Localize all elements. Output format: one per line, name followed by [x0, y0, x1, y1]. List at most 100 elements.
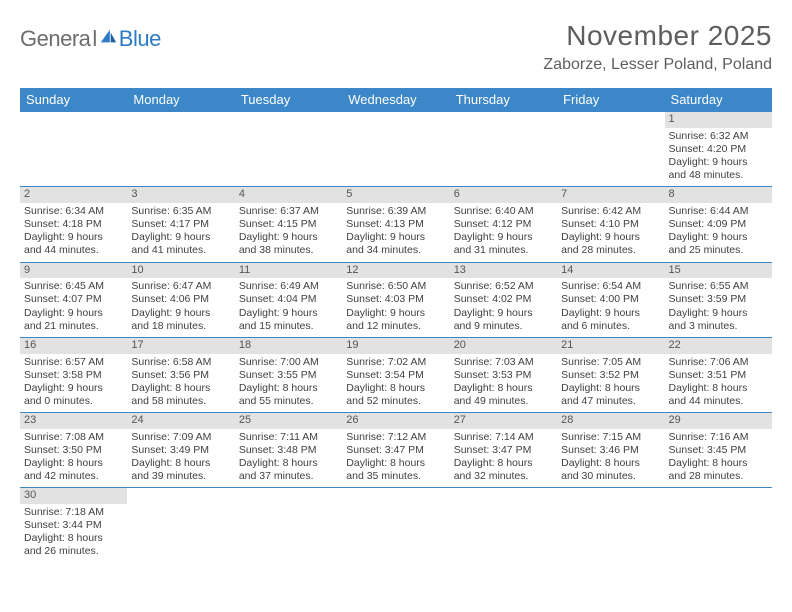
calendar-cell — [450, 112, 557, 186]
sunrise-text: Sunrise: 7:06 AM — [669, 356, 768, 369]
sunrise-text: Sunrise: 6:47 AM — [131, 280, 230, 293]
page-title: November 2025 — [543, 20, 772, 52]
day2-text: and 42 minutes. — [24, 470, 123, 483]
calendar-cell: 27Sunrise: 7:14 AMSunset: 3:47 PMDayligh… — [450, 413, 557, 487]
day-number: 18 — [235, 338, 342, 354]
day2-text: and 28 minutes. — [561, 244, 660, 257]
calendar-cell: 16Sunrise: 6:57 AMSunset: 3:58 PMDayligh… — [20, 338, 127, 412]
day-number — [20, 112, 127, 128]
sunrise-text: Sunrise: 6:35 AM — [131, 205, 230, 218]
calendar-cell — [235, 488, 342, 562]
day1-text: Daylight: 8 hours — [131, 457, 230, 470]
day2-text: and 28 minutes. — [669, 470, 768, 483]
day-number: 27 — [450, 413, 557, 429]
day-number: 26 — [342, 413, 449, 429]
dayname: Tuesday — [235, 88, 342, 112]
logo-text-3: Blue — [119, 26, 161, 52]
day-number: 21 — [557, 338, 664, 354]
sunset-text: Sunset: 4:17 PM — [131, 218, 230, 231]
dayname: Friday — [557, 88, 664, 112]
day2-text: and 35 minutes. — [346, 470, 445, 483]
day1-text: Daylight: 9 hours — [239, 231, 338, 244]
calendar-day-header: Sunday Monday Tuesday Wednesday Thursday… — [20, 88, 772, 112]
calendar-cell: 30Sunrise: 7:18 AMSunset: 3:44 PMDayligh… — [20, 488, 127, 562]
sunrise-text: Sunrise: 7:02 AM — [346, 356, 445, 369]
day-number: 1 — [665, 112, 772, 128]
day-number: 20 — [450, 338, 557, 354]
day1-text: Daylight: 9 hours — [131, 307, 230, 320]
day1-text: Daylight: 8 hours — [454, 382, 553, 395]
sunset-text: Sunset: 3:44 PM — [24, 519, 123, 532]
header: General Blue November 2025 Zaborze, Less… — [20, 20, 772, 74]
sunrise-text: Sunrise: 6:40 AM — [454, 205, 553, 218]
day-number — [342, 488, 449, 504]
sunset-text: Sunset: 3:47 PM — [346, 444, 445, 457]
sunset-text: Sunset: 4:07 PM — [24, 293, 123, 306]
sunset-text: Sunset: 4:09 PM — [669, 218, 768, 231]
sunrise-text: Sunrise: 7:00 AM — [239, 356, 338, 369]
calendar-cell: 13Sunrise: 6:52 AMSunset: 4:02 PMDayligh… — [450, 263, 557, 337]
day-number — [450, 112, 557, 128]
day1-text: Daylight: 9 hours — [454, 231, 553, 244]
day1-text: Daylight: 8 hours — [669, 382, 768, 395]
day2-text: and 38 minutes. — [239, 244, 338, 257]
calendar-cell: 21Sunrise: 7:05 AMSunset: 3:52 PMDayligh… — [557, 338, 664, 412]
day-number: 2 — [20, 187, 127, 203]
day1-text: Daylight: 8 hours — [239, 457, 338, 470]
calendar-cell: 23Sunrise: 7:08 AMSunset: 3:50 PMDayligh… — [20, 413, 127, 487]
sunset-text: Sunset: 4:00 PM — [561, 293, 660, 306]
day2-text: and 30 minutes. — [561, 470, 660, 483]
sunset-text: Sunset: 4:20 PM — [669, 143, 768, 156]
sunrise-text: Sunrise: 6:42 AM — [561, 205, 660, 218]
day-number: 13 — [450, 263, 557, 279]
calendar-cell: 2Sunrise: 6:34 AMSunset: 4:18 PMDaylight… — [20, 187, 127, 261]
sunrise-text: Sunrise: 7:11 AM — [239, 431, 338, 444]
sunset-text: Sunset: 4:15 PM — [239, 218, 338, 231]
sunset-text: Sunset: 3:45 PM — [669, 444, 768, 457]
sunrise-text: Sunrise: 6:58 AM — [131, 356, 230, 369]
calendar-cell: 19Sunrise: 7:02 AMSunset: 3:54 PMDayligh… — [342, 338, 449, 412]
day2-text: and 31 minutes. — [454, 244, 553, 257]
sunset-text: Sunset: 4:03 PM — [346, 293, 445, 306]
calendar-cell — [20, 112, 127, 186]
calendar-cell: 6Sunrise: 6:40 AMSunset: 4:12 PMDaylight… — [450, 187, 557, 261]
calendar-cell: 11Sunrise: 6:49 AMSunset: 4:04 PMDayligh… — [235, 263, 342, 337]
day2-text: and 58 minutes. — [131, 395, 230, 408]
sunset-text: Sunset: 4:10 PM — [561, 218, 660, 231]
day2-text: and 44 minutes. — [669, 395, 768, 408]
day-number — [342, 112, 449, 128]
day2-text: and 18 minutes. — [131, 320, 230, 333]
logo: General Blue — [20, 20, 161, 52]
sunset-text: Sunset: 3:46 PM — [561, 444, 660, 457]
day-number — [557, 112, 664, 128]
sunrise-text: Sunrise: 7:08 AM — [24, 431, 123, 444]
day1-text: Daylight: 9 hours — [669, 307, 768, 320]
day-number: 11 — [235, 263, 342, 279]
day-number: 19 — [342, 338, 449, 354]
sunset-text: Sunset: 3:52 PM — [561, 369, 660, 382]
day1-text: Daylight: 9 hours — [669, 156, 768, 169]
dayname: Thursday — [450, 88, 557, 112]
day-number: 14 — [557, 263, 664, 279]
day1-text: Daylight: 8 hours — [346, 382, 445, 395]
day-number: 28 — [557, 413, 664, 429]
day2-text: and 3 minutes. — [669, 320, 768, 333]
calendar-cell: 26Sunrise: 7:12 AMSunset: 3:47 PMDayligh… — [342, 413, 449, 487]
sunset-text: Sunset: 3:53 PM — [454, 369, 553, 382]
day1-text: Daylight: 8 hours — [561, 457, 660, 470]
day2-text: and 26 minutes. — [24, 545, 123, 558]
calendar-cell: 28Sunrise: 7:15 AMSunset: 3:46 PMDayligh… — [557, 413, 664, 487]
calendar-cell: 29Sunrise: 7:16 AMSunset: 3:45 PMDayligh… — [665, 413, 772, 487]
calendar-cell: 7Sunrise: 6:42 AMSunset: 4:10 PMDaylight… — [557, 187, 664, 261]
day1-text: Daylight: 9 hours — [669, 231, 768, 244]
weeks-container: 1Sunrise: 6:32 AMSunset: 4:20 PMDaylight… — [20, 112, 772, 563]
calendar-cell — [665, 488, 772, 562]
calendar-cell — [557, 488, 664, 562]
sunset-text: Sunset: 3:58 PM — [24, 369, 123, 382]
day2-text: and 47 minutes. — [561, 395, 660, 408]
sunset-text: Sunset: 4:04 PM — [239, 293, 338, 306]
day2-text: and 9 minutes. — [454, 320, 553, 333]
calendar-cell — [127, 488, 234, 562]
calendar-week: 9Sunrise: 6:45 AMSunset: 4:07 PMDaylight… — [20, 263, 772, 338]
sunrise-text: Sunrise: 7:16 AM — [669, 431, 768, 444]
